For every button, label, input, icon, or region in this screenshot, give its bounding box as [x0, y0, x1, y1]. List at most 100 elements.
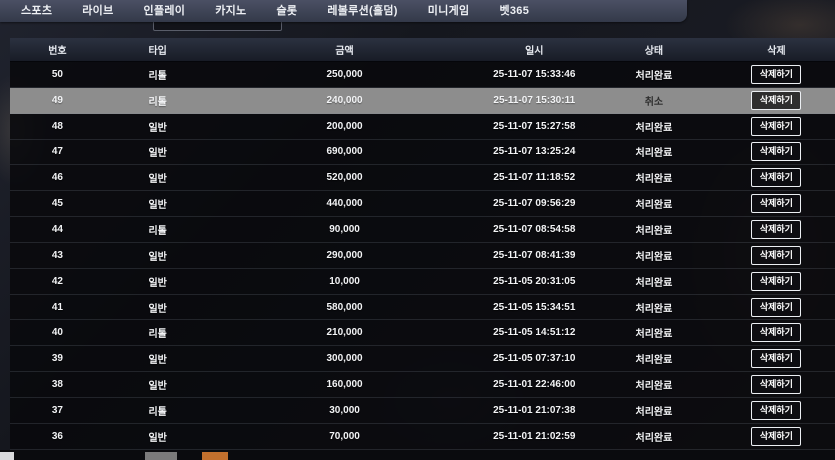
table-row[interactable]: 43 일반 290,000 25-11-07 08:41:39 처리완료 삭제하…: [10, 242, 835, 269]
table-row[interactable]: 40 리톨 210,000 25-11-05 14:51:12 처리완료 삭제하…: [10, 320, 835, 347]
row-amount: 200,000: [326, 120, 363, 132]
row-datetime: 25-11-05 15:34:51: [493, 301, 576, 313]
row-number: 40: [51, 327, 63, 339]
row-number: 48: [51, 120, 63, 132]
row-datetime: 25-11-05 14:51:12: [493, 327, 576, 339]
status-text: 처리완료: [635, 122, 673, 134]
delete-button[interactable]: 삭제하기: [751, 219, 802, 239]
delete-button[interactable]: 삭제하기: [751, 245, 802, 265]
row-number: 36: [51, 430, 63, 442]
nav-item-2[interactable]: 인플레이: [143, 5, 186, 17]
row-number: 45: [51, 198, 63, 210]
row-number: 46: [51, 172, 63, 184]
delete-button[interactable]: 삭제하기: [751, 142, 802, 162]
row-amount: 520,000: [326, 172, 363, 184]
status-text: 처리완료: [635, 225, 673, 237]
table-row[interactable]: 36 일반 70,000 25-11-01 21:02:59 처리완료 삭제하기: [10, 423, 835, 450]
row-type: 리톨: [148, 70, 167, 82]
table-row[interactable]: 50 리톨 250,000 25-11-07 15:33:46 처리완료 삭제하…: [10, 62, 835, 88]
col-header-datetime: 일시: [525, 46, 544, 57]
row-number: 42: [51, 275, 63, 287]
row-amount: 70,000: [329, 430, 360, 442]
table-row[interactable]: 41 일반 580,000 25-11-05 15:34:51 처리완료 삭제하…: [10, 294, 835, 321]
row-type: 리톨: [148, 225, 167, 237]
delete-button[interactable]: 삭제하기: [751, 168, 802, 188]
status-text: 처리완료: [635, 381, 673, 393]
row-amount: 300,000: [326, 353, 363, 365]
status-text: 처리완료: [635, 406, 673, 418]
delete-button[interactable]: 삭제하기: [751, 116, 802, 136]
row-amount: 90,000: [329, 223, 360, 235]
delete-button[interactable]: 삭제하기: [751, 297, 802, 317]
row-type: 일반: [148, 200, 167, 212]
row-type: 리톨: [148, 329, 167, 341]
row-amount: 240,000: [326, 94, 363, 106]
row-amount: 580,000: [326, 301, 363, 313]
row-number: 41: [51, 301, 63, 313]
nav-item-1[interactable]: 라이브: [82, 5, 114, 17]
col-header-status: 상태: [644, 46, 664, 57]
row-amount: 210,000: [326, 327, 363, 339]
nav-item-7[interactable]: 벳365: [499, 5, 530, 17]
table-row[interactable]: 44 리톨 90,000 25-11-07 08:54:58 처리완료 삭제하기: [10, 217, 835, 243]
table-row[interactable]: 48 일반 200,000 25-11-07 15:27:58 처리완료 삭제하…: [10, 113, 835, 140]
row-datetime: 25-11-01 21:07:38: [493, 404, 576, 416]
row-type: 일반: [148, 251, 167, 263]
status-text: 처리완료: [635, 329, 673, 341]
nav-item-3[interactable]: 카지노: [215, 5, 247, 17]
nav-item-4[interactable]: 슬롯: [276, 5, 298, 17]
row-amount: 440,000: [326, 198, 363, 210]
row-type: 일반: [148, 355, 167, 367]
row-amount: 690,000: [326, 146, 363, 158]
delete-button[interactable]: 삭제하기: [751, 375, 802, 395]
top-nav: 스포츠 라이브 인플레이 카지노 슬롯 레볼루션(홀덤) 미니게임 벳365: [0, 0, 687, 22]
bottom-gray-segment: [145, 452, 177, 460]
status-text: 처리완료: [635, 200, 673, 212]
bottom-left-marker: [0, 452, 14, 460]
table-row[interactable]: 45 일반 440,000 25-11-07 09:56:29 처리완료 삭제하…: [10, 191, 835, 218]
row-type: 일반: [148, 122, 167, 134]
row-amount: 160,000: [326, 379, 363, 391]
table-row[interactable]: 47 일반 690,000 25-11-07 13:25:24 처리완료 삭제하…: [10, 139, 835, 166]
table-row[interactable]: 42 일반 10,000 25-11-05 20:31:05 처리완료 삭제하기: [10, 268, 835, 295]
row-datetime: 25-11-07 13:25:24: [493, 146, 576, 158]
delete-button[interactable]: 삭제하기: [751, 426, 802, 446]
table-row[interactable]: 46 일반 520,000 25-11-07 11:18:52 처리완료 삭제하…: [10, 165, 835, 192]
delete-button[interactable]: 삭제하기: [751, 64, 802, 84]
row-type: 일반: [148, 432, 167, 444]
table-row[interactable]: 38 일반 160,000 25-11-01 22:46:00 처리완료 삭제하…: [10, 372, 835, 398]
delete-button[interactable]: 삭제하기: [751, 271, 802, 291]
delete-button[interactable]: 삭제하기: [751, 194, 802, 214]
table-row[interactable]: 37 리톨 30,000 25-11-01 21:07:38 처리완료 삭제하기: [10, 397, 835, 424]
row-type: 리톨: [148, 96, 167, 108]
row-datetime: 25-11-01 22:46:00: [493, 379, 576, 391]
col-header-delete: 삭제: [767, 46, 786, 57]
delete-button[interactable]: 삭제하기: [751, 323, 802, 343]
delete-button[interactable]: 삭제하기: [751, 90, 802, 110]
row-amount: 250,000: [326, 68, 363, 80]
delete-button[interactable]: 삭제하기: [751, 400, 802, 420]
row-datetime: 25-11-07 09:56:29: [493, 198, 576, 210]
nav-item-6[interactable]: 미니게임: [427, 5, 470, 17]
row-datetime: 25-11-07 15:33:46: [493, 68, 576, 80]
row-type: 리톨: [148, 406, 167, 418]
row-amount: 30,000: [329, 404, 360, 416]
row-number: 38: [51, 379, 63, 391]
col-header-amount: 금액: [335, 46, 354, 57]
status-text: 처리완료: [635, 251, 673, 263]
row-number: 43: [51, 249, 63, 261]
status-text: 취소: [644, 96, 664, 108]
delete-button[interactable]: 삭제하기: [751, 349, 802, 369]
row-datetime: 25-11-07 08:41:39: [493, 249, 576, 261]
table-row[interactable]: 49 리톨 240,000 25-11-07 15:30:11 취소 삭제하기: [10, 87, 835, 114]
row-number: 47: [51, 146, 63, 158]
nav-item-0[interactable]: 스포츠: [21, 5, 53, 17]
status-text: 처리완료: [635, 303, 673, 315]
nav-item-5[interactable]: 레볼루션(홀덤): [327, 5, 398, 17]
table-row[interactable]: 39 일반 300,000 25-11-05 07:37:10 처리완료 삭제하…: [10, 346, 835, 373]
status-text: 처리완료: [635, 148, 673, 160]
row-datetime: 25-11-07 08:54:58: [493, 223, 576, 235]
row-type: 일반: [148, 174, 167, 186]
col-header-type: 타입: [148, 46, 167, 57]
status-text: 처리완료: [635, 70, 673, 82]
